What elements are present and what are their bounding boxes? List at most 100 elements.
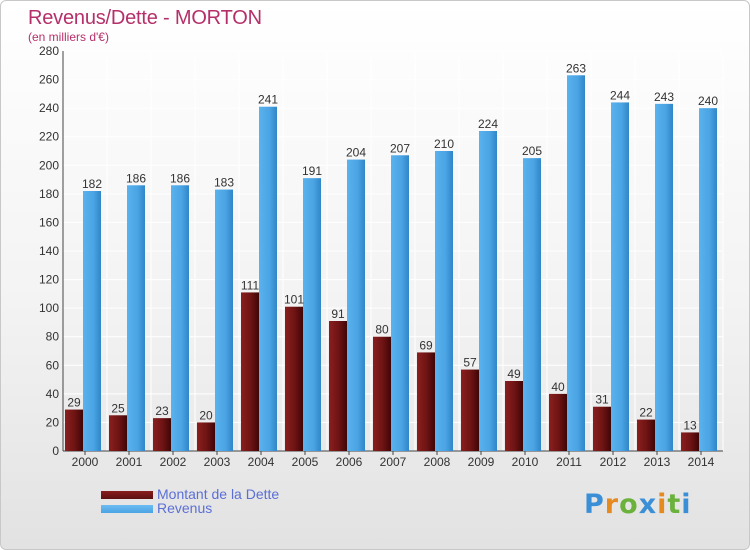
bar-dette xyxy=(241,292,259,451)
bar-revenus xyxy=(127,185,145,452)
data-label-revenus: 183 xyxy=(214,176,234,190)
x-tick-label: 2009 xyxy=(468,455,495,469)
chart-title: Revenus/Dette - MORTON xyxy=(28,7,262,29)
data-label-dette: 31 xyxy=(595,393,609,407)
y-tick-label: 40 xyxy=(46,387,60,401)
logo-letter: o xyxy=(619,489,639,520)
y-tick-label: 20 xyxy=(46,415,60,429)
bar-revenus xyxy=(699,108,717,452)
y-tick-label: 140 xyxy=(39,244,59,258)
bar-revenus xyxy=(655,103,673,451)
y-tick-label: 120 xyxy=(39,273,59,287)
bar-dette xyxy=(329,321,347,451)
data-label-revenus: 243 xyxy=(654,90,674,104)
x-tick-label: 2011 xyxy=(556,455,582,469)
bar-revenus xyxy=(611,102,629,451)
data-label-revenus: 224 xyxy=(478,117,498,131)
data-label-dette: 25 xyxy=(111,401,125,415)
proxiti-logo: Proxiti xyxy=(584,489,692,520)
logo-letter: i xyxy=(681,489,692,520)
y-tick-label: 160 xyxy=(39,215,59,229)
bar-dette xyxy=(417,352,435,451)
x-tick-label: 2010 xyxy=(512,455,539,469)
x-tick-label: 2004 xyxy=(248,455,275,469)
data-label-dette: 29 xyxy=(67,396,81,410)
bar-dette xyxy=(549,393,567,451)
logo-letter: x xyxy=(638,489,658,520)
bar-revenus xyxy=(171,185,189,452)
data-label-dette: 111 xyxy=(241,278,260,292)
data-label-revenus: 182 xyxy=(82,177,102,191)
chart-subtitle: (en milliers d'€) xyxy=(28,30,109,44)
bar-dette xyxy=(197,422,215,451)
data-label-dette: 49 xyxy=(507,367,521,381)
legend-swatch-revenus xyxy=(101,505,153,513)
logo-letter: r xyxy=(604,489,620,520)
bar-revenus xyxy=(567,75,585,452)
y-tick-label: 60 xyxy=(46,358,60,372)
bar-layer xyxy=(65,75,717,452)
legend-item-debt: Montant de la Dette xyxy=(101,486,401,503)
x-tick-label: 2002 xyxy=(160,455,187,469)
data-label-revenus: 240 xyxy=(698,94,718,108)
label-layer: 29 182 25 186 23 186 20 183 111 241 101 191 91 204 80 2… xyxy=(67,61,718,432)
x-tick-label: 2006 xyxy=(336,455,363,469)
bar-revenus xyxy=(391,155,409,452)
y-tick-label: 0 xyxy=(52,444,59,458)
y-tick-label: 200 xyxy=(39,158,59,172)
data-label-revenus: 241 xyxy=(258,93,278,107)
data-label-dette: 69 xyxy=(419,338,433,352)
x-tick-label: 2007 xyxy=(380,455,407,469)
data-label-dette: 91 xyxy=(331,307,345,321)
legend-label-debt: Montant de la Dette xyxy=(157,486,280,502)
x-tick-label: 2014 xyxy=(688,455,715,469)
bar-revenus xyxy=(479,131,497,451)
bar-revenus xyxy=(83,191,101,451)
legend-item-revenus: Revenus xyxy=(101,500,401,517)
bar-revenus xyxy=(215,189,233,452)
x-tick-label: 2001 xyxy=(116,455,143,469)
logo-letter: i xyxy=(657,489,668,520)
data-label-revenus: 244 xyxy=(610,88,630,102)
y-tick-label: 220 xyxy=(39,130,59,144)
data-label-dette: 80 xyxy=(375,323,389,337)
data-label-dette: 22 xyxy=(639,406,653,420)
y-tick-label: 100 xyxy=(39,301,59,315)
logo-letter: t xyxy=(667,489,682,520)
bar-dette xyxy=(505,381,523,451)
data-label-dette: 57 xyxy=(463,356,477,370)
bar-dette xyxy=(593,406,611,451)
data-label-dette: 101 xyxy=(284,293,304,307)
x-tick-label: 2008 xyxy=(424,455,451,469)
data-label-dette: 20 xyxy=(199,408,213,422)
y-tick-label: 180 xyxy=(39,187,59,201)
data-label-revenus: 204 xyxy=(346,146,366,160)
bar-revenus xyxy=(303,178,321,451)
x-tick-label: 2003 xyxy=(204,455,231,469)
bar-revenus xyxy=(259,106,277,451)
data-label-revenus: 186 xyxy=(170,171,190,185)
data-label-dette: 23 xyxy=(155,404,169,418)
y-tick-label: 280 xyxy=(39,44,59,58)
data-label-revenus: 205 xyxy=(522,144,542,158)
data-label-dette: 40 xyxy=(551,380,565,394)
bar-dette xyxy=(681,432,699,451)
data-label-revenus: 191 xyxy=(302,164,322,178)
bar-dette xyxy=(65,409,83,451)
y-tick-label: 260 xyxy=(39,73,59,87)
data-label-revenus: 210 xyxy=(434,137,454,151)
bar-dette xyxy=(153,418,171,451)
data-label-revenus: 207 xyxy=(390,141,410,155)
data-label-dette: 13 xyxy=(683,418,697,432)
legend-label-revenus: Revenus xyxy=(157,500,213,516)
bar-dette xyxy=(373,336,391,451)
bar-revenus xyxy=(347,159,365,452)
x-tick-label: 2000 xyxy=(72,455,99,469)
legend-swatch-debt xyxy=(101,491,153,499)
bar-dette xyxy=(109,415,127,451)
bar-revenus xyxy=(523,158,541,451)
bar-dette xyxy=(461,369,479,451)
y-tick-label: 240 xyxy=(39,101,59,115)
